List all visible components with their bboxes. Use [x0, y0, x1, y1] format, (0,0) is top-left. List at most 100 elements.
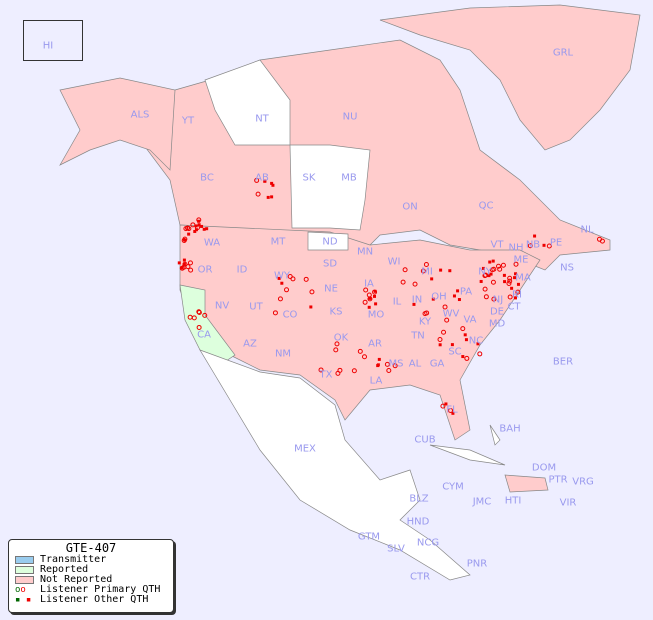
- listener-other-marker: [464, 338, 468, 342]
- listener-primary-marker: [483, 272, 489, 278]
- listener-primary-marker: [333, 347, 339, 353]
- region-label-nj: NJ: [492, 294, 504, 306]
- region-cuba: [429, 444, 506, 466]
- listener-primary-marker: [500, 262, 506, 268]
- region-label-ga: GA: [429, 358, 445, 370]
- region-label-ri: RI: [512, 289, 522, 301]
- region-label-tx: TX: [319, 369, 333, 381]
- listener-primary-marker: [400, 279, 406, 285]
- listener-other-marker: [280, 281, 284, 285]
- region-label-ns: NS: [560, 262, 574, 274]
- listener-primary-marker: [423, 262, 429, 268]
- listener-primary-marker: [422, 311, 428, 317]
- region-label-cym: CYM: [442, 481, 464, 493]
- listener-primary-marker: [515, 289, 521, 295]
- region-label-pa: PA: [459, 286, 473, 298]
- listener-other-marker: [516, 282, 520, 286]
- listener-primary-marker: [196, 324, 202, 330]
- listener-primary-marker: [362, 299, 368, 305]
- listener-primary-marker: [412, 281, 418, 287]
- region-label-nv: NV: [214, 300, 230, 312]
- legend-other-qth: ▪ ▪ Listener Other QTH: [9, 595, 173, 606]
- listener-primary-marker: [507, 275, 513, 281]
- listener-primary-marker: [444, 317, 450, 323]
- listener-other-marker: [444, 402, 448, 406]
- region-label-va: VA: [463, 314, 477, 326]
- region-label-jmc: JMC: [472, 496, 492, 508]
- listener-other-marker: [377, 357, 381, 361]
- listener-primary-marker: [384, 361, 390, 367]
- listener-other-marker: [456, 289, 460, 293]
- listener-primary-marker: [335, 370, 341, 376]
- listener-other-marker: [270, 195, 274, 199]
- listener-primary-marker: [507, 278, 513, 284]
- listener-other-marker: [309, 305, 313, 309]
- region-label-mex: MEX: [294, 443, 316, 455]
- listener-other-marker: [263, 179, 267, 183]
- listener-primary-marker: [255, 191, 261, 197]
- listener-primary-marker: [357, 348, 363, 354]
- listener-primary-marker: [196, 310, 202, 316]
- listener-primary-marker: [367, 296, 373, 302]
- legend: GTE-407 Transmitter Reported Not Reporte…: [8, 539, 174, 613]
- hawaii-inset: [23, 20, 83, 61]
- region-label-fl: FL: [446, 404, 458, 416]
- listener-other-marker: [463, 333, 467, 337]
- listener-primary-marker: [489, 267, 495, 273]
- listener-other-marker: [277, 276, 281, 280]
- listener-primary-marker: [448, 407, 454, 413]
- legend-label: Reported: [40, 564, 89, 575]
- listener-other-marker: [513, 276, 517, 280]
- listener-primary-marker: [284, 287, 290, 293]
- listener-primary-marker: [460, 326, 466, 332]
- listener-other-marker: [202, 227, 206, 231]
- region-label-nu: NU: [342, 111, 358, 123]
- not-reported-swatch: [15, 576, 34, 584]
- legend-label: Not Reported: [40, 574, 113, 585]
- listener-other-marker: [376, 363, 380, 367]
- listener-other-marker: [481, 266, 485, 270]
- region-label-dom: DOM: [531, 462, 557, 474]
- region-label-la: LA: [369, 375, 383, 387]
- region-label-tn: TN: [411, 330, 425, 342]
- region-nd-white: [307, 231, 349, 251]
- listener-other-marker: [503, 280, 507, 284]
- listener-primary-marker: [420, 268, 426, 274]
- region-label-sk: SK: [302, 172, 316, 184]
- region-label-hnd: HND: [406, 516, 430, 528]
- listener-other-marker: [513, 296, 517, 300]
- region-label-yt: YT: [181, 115, 195, 127]
- legend-transmitter: Transmitter: [9, 555, 173, 565]
- region-label-hi: HI: [42, 40, 54, 52]
- listener-primary-marker: [277, 296, 283, 302]
- listener-other-marker: [182, 258, 186, 262]
- listener-other-marker: [476, 342, 480, 346]
- region-label-il: IL: [392, 296, 402, 308]
- listener-primary-marker: [513, 261, 519, 267]
- region-label-me: ME: [513, 254, 529, 266]
- listener-other-marker: [457, 298, 461, 302]
- transmitter-swatch: [15, 556, 34, 564]
- region-label-wi: WI: [387, 256, 401, 268]
- region-label-bah: BAH: [499, 423, 521, 435]
- legend-title: GTE-407: [65, 541, 117, 555]
- listener-primary-marker: [507, 294, 513, 300]
- region-label-nl: NL: [580, 224, 594, 236]
- region-label-cub: CUB: [414, 434, 436, 446]
- listener-other-marker: [533, 234, 537, 238]
- region-label-ca: CA: [197, 329, 211, 341]
- listener-other-marker: [205, 227, 209, 231]
- listener-other-marker: [368, 296, 372, 300]
- listener-primary-marker: [437, 336, 443, 342]
- listener-other-marker: [510, 286, 514, 290]
- region-label-oh: OH: [431, 291, 447, 303]
- region-label-co: CO: [282, 309, 298, 321]
- listener-primary-marker: [482, 286, 488, 292]
- region-label-id: ID: [236, 264, 248, 276]
- region-label-nm: NM: [274, 348, 292, 360]
- region-label-pnr: PNR: [466, 558, 488, 570]
- region-label-ncg: NCG: [416, 537, 440, 549]
- region-label-wy: WY: [274, 270, 290, 282]
